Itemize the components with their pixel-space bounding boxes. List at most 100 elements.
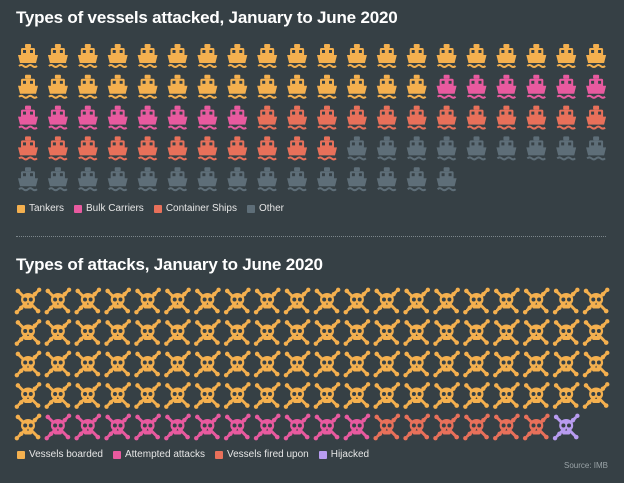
pictogram-unit-vessels-fired-upon	[522, 413, 550, 441]
pictogram-unit-vessels-boarded	[463, 382, 490, 409]
pictogram-unit-tankers	[346, 74, 367, 99]
pictogram-unit-attempted-attacks	[104, 413, 132, 441]
pictogram-unit-other	[376, 136, 397, 161]
pictogram-unit-vessels-boarded	[134, 382, 161, 409]
legend-item: Attempted attacks	[112, 449, 205, 460]
pictogram-unit-other	[556, 136, 577, 161]
pictogram-unit-container-ships	[436, 105, 457, 130]
pictogram-unit-other	[107, 167, 128, 192]
pictogram-unit-vessels-boarded	[223, 319, 251, 346]
pictogram-unit-container-ships	[496, 105, 517, 130]
pictogram-unit-vessels-boarded	[104, 350, 132, 378]
pictogram-unit-container-ships	[257, 136, 278, 161]
pictogram-unit-vessels-boarded	[433, 319, 460, 346]
pictogram-unit-container-ships	[77, 136, 98, 161]
pictogram-unit-container-ships	[346, 105, 367, 130]
pictogram-unit-vessels-boarded	[552, 382, 580, 409]
pictogram-unit-tankers	[556, 44, 577, 68]
pictogram-unit-bulk-carriers	[77, 105, 98, 130]
pictogram-unit-vessels-boarded	[74, 319, 102, 346]
pictogram-unit-tankers	[227, 74, 248, 99]
pictogram-unit-vessels-boarded	[14, 287, 42, 315]
pictogram-unit-other	[227, 167, 248, 192]
pictogram-unit-tankers	[47, 74, 68, 99]
pictogram-unit-bulk-carriers	[107, 105, 128, 130]
pictogram-unit-tankers	[77, 74, 98, 99]
pictogram-unit-vessels-boarded	[463, 319, 490, 346]
pictogram-unit-vessels-boarded	[522, 319, 550, 346]
pictogram-unit-other	[137, 167, 158, 192]
pictogram-unit-attempted-attacks	[313, 413, 341, 441]
pictogram-unit-container-ships	[406, 105, 427, 130]
pictogram-unit-container-ships	[526, 105, 547, 130]
pictogram-unit-tankers	[107, 74, 128, 99]
pictogram-unit-tankers	[406, 44, 427, 68]
attacks-chart-title: Types of attacks, January to June 2020	[16, 255, 323, 274]
legend-label: Other	[258, 203, 284, 214]
pictogram-unit-vessels-boarded	[343, 319, 371, 346]
pictogram-unit-tankers	[137, 44, 158, 68]
pictogram-unit-vessels-boarded	[343, 350, 371, 378]
pictogram-unit-vessels-boarded	[283, 319, 311, 346]
attacks-legend: Vessels boarded Attempted attacks Vessels …	[17, 449, 379, 460]
legend-swatch	[246, 204, 255, 213]
pictogram-unit-tankers	[167, 44, 188, 68]
pictogram-unit-vessels-boarded	[403, 350, 431, 378]
legend-swatch	[17, 204, 25, 213]
pictogram-unit-bulk-carriers	[556, 74, 577, 99]
pictogram-unit-tankers	[406, 74, 427, 99]
pictogram-unit-tankers	[77, 44, 98, 68]
legend-item: Bulk Carriers	[74, 203, 144, 214]
pictogram-unit-tankers	[287, 74, 308, 99]
pictogram-unit-attempted-attacks	[194, 413, 221, 441]
pictogram-unit-tankers	[317, 44, 337, 68]
pictogram-unit-vessels-boarded	[463, 287, 490, 315]
pictogram-unit-other	[436, 136, 457, 161]
pictogram-unit-tankers	[376, 44, 397, 68]
pictogram-unit-tankers	[227, 44, 248, 68]
pictogram-unit-container-ships	[107, 136, 128, 161]
pictogram-unit-vessels-boarded	[582, 287, 610, 315]
pictogram-unit-container-ships	[197, 136, 218, 161]
pictogram-unit-bulk-carriers	[18, 105, 38, 130]
pictogram-unit-container-ships	[137, 136, 158, 161]
pictogram-unit-other	[526, 136, 547, 161]
legend-label: Bulk Carriers	[86, 203, 144, 214]
pictogram-unit-attempted-attacks	[253, 413, 281, 441]
pictogram-unit-vessels-boarded	[373, 350, 401, 378]
pictogram-unit-bulk-carriers	[526, 74, 547, 99]
pictogram-unit-other	[167, 167, 188, 192]
pictogram-unit-vessels-boarded	[194, 382, 221, 409]
section-divider	[16, 236, 606, 237]
pictogram-unit-vessels-boarded	[14, 382, 42, 409]
pictogram-unit-tankers	[47, 44, 68, 68]
pictogram-unit-bulk-carriers	[436, 74, 457, 99]
pictogram-unit-vessels-boarded	[433, 287, 460, 315]
pictogram-unit-tankers	[317, 74, 337, 99]
legend-label: Hijacked	[330, 449, 370, 460]
pictogram-unit-container-ships	[18, 136, 38, 161]
pictogram-unit-vessels-fired-upon	[463, 413, 490, 441]
pictogram-unit-vessels-boarded	[373, 287, 401, 315]
pictogram-unit-vessels-boarded	[463, 350, 490, 378]
pictogram-unit-vessels-boarded	[134, 287, 161, 315]
pictogram-unit-tankers	[287, 44, 308, 68]
pictogram-unit-container-ships	[317, 136, 337, 161]
pictogram-unit-vessels-boarded	[74, 350, 102, 378]
pictogram-unit-vessels-boarded	[552, 319, 580, 346]
pictogram-unit-vessels-fired-upon	[433, 413, 460, 441]
pictogram-unit-vessels-boarded	[164, 319, 191, 346]
pictogram-unit-vessels-boarded	[493, 319, 520, 346]
pictogram-unit-container-ships	[287, 105, 308, 130]
pictogram-unit-container-ships	[586, 105, 607, 130]
pictogram-unit-vessels-boarded	[74, 287, 102, 315]
legend-label: Vessels boarded	[29, 449, 103, 460]
pictogram-unit-container-ships	[376, 105, 397, 130]
pictogram-unit-bulk-carriers	[586, 74, 607, 99]
pictogram-unit-tankers	[18, 44, 38, 68]
pictogram-unit-container-ships	[317, 105, 337, 130]
pictogram-unit-container-ships	[47, 136, 68, 161]
pictogram-unit-tankers	[197, 74, 218, 99]
pictogram-unit-tankers	[346, 44, 367, 68]
pictogram-unit-bulk-carriers	[496, 74, 517, 99]
